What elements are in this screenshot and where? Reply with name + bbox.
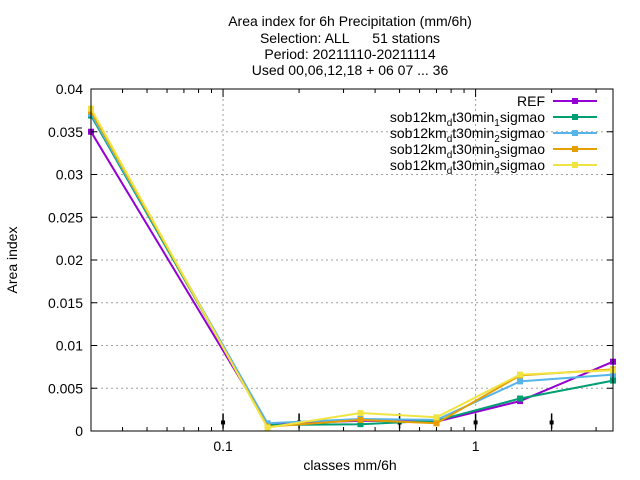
legend-item: REF [517,93,597,109]
y-tick-label: 0.035 [48,124,83,140]
title-line-1: Area index for 6h Precipitation (mm/6h) [228,13,472,29]
data-point [357,416,364,423]
legend-marker [572,162,578,168]
data-point [517,395,524,402]
legend-item: sob12kmdt30min4sigmao [390,157,597,177]
title-line-4: Used 00,06,12,18 + 06 07 ... 36 [252,62,449,78]
y-tick-label: 0.01 [56,338,83,354]
data-point [357,410,364,417]
legend-label: REF [517,93,545,109]
title-line-2: Selection: ALL 51 stations [260,30,440,46]
grid [91,89,613,431]
legend-label: sob12kmdt30min2sigmao [390,125,545,145]
y-tick-label: 0.03 [56,167,83,183]
y-tick-label: 0.04 [56,81,83,97]
series-line [90,113,614,425]
data-point [433,420,440,427]
legend-label: sob12kmdt30min1sigmao [390,109,545,129]
title-line-3: Period: 20211110-20211114 [264,46,435,62]
legend-label: sob12kmdt30min4sigmao [390,157,545,177]
x-axis-ticks: 0.1 1 [122,89,597,454]
series-REF [88,128,616,428]
data-point [517,378,524,385]
data-point [357,421,364,428]
legend-label: sob12kmdt30min3sigmao [390,141,545,161]
y-axis-ticks: 0 0.005 0.01 0.015 0.02 0.025 0.03 0.035 0.04 [48,81,613,439]
data-point [433,414,440,421]
y-tick-label: 0.005 [48,380,83,396]
data-point [264,420,271,427]
y-axis-label: Area index [4,227,20,294]
legend: REFsob12kmdt30min1sigmaosob12kmdt30min2s… [390,93,597,177]
legend-marker [572,146,578,152]
y-tick-label: 0.02 [56,252,83,268]
y-tick-label: 0 [75,423,83,439]
chart-title: Area index for 6h Precipitation (mm/6h) … [228,13,472,78]
legend-marker [572,114,578,120]
y-tick-label: 0.015 [48,295,83,311]
series-line [90,108,614,429]
x-axis-label: classes mm/6h [303,457,396,473]
legend-item: sob12kmdt30min1sigmao [390,109,597,129]
error-marker [549,413,554,429]
legend-marker [572,130,578,136]
data-point [517,371,524,378]
data-point [264,424,271,431]
y-tick-label: 0.025 [48,209,83,225]
legend-item: sob12kmdt30min3sigmao [390,141,597,161]
legend-item: sob12kmdt30min2sigmao [390,125,597,145]
legend-marker [572,98,578,104]
x-tick-label: 0.1 [213,438,233,454]
x-tick-label: 1 [472,438,480,454]
